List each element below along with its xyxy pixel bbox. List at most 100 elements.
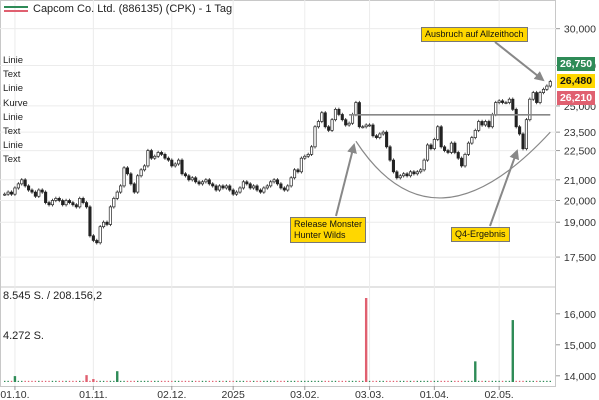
volume-bar — [529, 380, 531, 382]
legend-item[interactable]: Text — [3, 126, 21, 138]
candle-body — [296, 169, 300, 173]
volume-bar — [235, 380, 238, 382]
candle-body — [54, 198, 58, 201]
volume-bar — [437, 380, 439, 382]
candle-body — [361, 126, 365, 129]
candle-body — [306, 154, 310, 157]
candle-body — [108, 206, 112, 225]
candle-body — [105, 221, 109, 225]
candle-body — [405, 173, 409, 177]
candle-body — [333, 108, 338, 121]
candle-body — [327, 126, 331, 131]
candle-body — [436, 126, 440, 140]
legend-item[interactable]: Text — [3, 154, 21, 166]
candle-body — [156, 152, 160, 157]
volume-bar — [433, 380, 436, 382]
volume-bar — [426, 380, 429, 382]
annotation-q4[interactable]: Q4-Ergebnis — [451, 227, 510, 242]
volume-bar — [133, 380, 135, 382]
candle-body — [419, 169, 423, 173]
candle-body — [340, 114, 344, 121]
legend-item[interactable]: Linie — [3, 83, 24, 95]
candle-body — [170, 159, 174, 167]
price-tag-last: 26,480 — [557, 74, 595, 88]
candle-body — [446, 150, 450, 153]
candle-body — [378, 133, 382, 138]
candle-body — [316, 121, 320, 128]
volume-bar — [402, 380, 405, 382]
volume-bar — [85, 375, 88, 382]
annotation-monster-hunter[interactable]: Release Monster Hunter Wilds — [290, 217, 367, 243]
volume-bar — [160, 380, 163, 382]
volume-bar — [522, 380, 524, 382]
candle-body — [3, 193, 7, 196]
candle-body — [30, 189, 34, 193]
volume-bar — [263, 380, 265, 382]
annotation-line: Hunter Wilds — [294, 230, 346, 240]
volume-bar — [167, 380, 170, 382]
chart-frame — [0, 0, 556, 387]
volume-bar — [140, 380, 142, 382]
annotation-ath[interactable]: Ausbruch auf Allzeithoch — [421, 27, 528, 42]
legend-item[interactable]: Text — [3, 69, 21, 81]
volume-bar — [307, 380, 309, 382]
candle-body — [84, 202, 89, 208]
candle-body — [37, 189, 41, 197]
x-tick-label: 01.04. — [420, 389, 449, 400]
volume-bar — [481, 380, 483, 382]
candle-body — [16, 183, 20, 189]
volume-bar — [443, 380, 446, 382]
annotation-line: Release Monster — [294, 219, 363, 229]
candle-body — [504, 102, 508, 104]
volume-bar — [164, 380, 166, 382]
volume-bar — [314, 380, 316, 382]
candle-body — [415, 171, 419, 175]
volume-bar — [136, 380, 139, 382]
candle-body — [6, 191, 10, 195]
candle-body — [115, 191, 119, 199]
x-tick-label: 02.12. — [157, 389, 186, 400]
volume-bar — [61, 380, 64, 382]
volume-bar — [515, 380, 517, 382]
candle-body — [122, 167, 126, 187]
candle-body — [125, 167, 130, 175]
volume-bar — [232, 380, 234, 382]
volume-bar — [215, 380, 217, 382]
volume-bar — [341, 380, 343, 382]
candle-body — [200, 181, 205, 185]
candle-body — [483, 121, 488, 126]
candle-body — [132, 183, 136, 193]
x-tick-label: 01.11. — [79, 389, 107, 400]
candle-body — [364, 124, 368, 128]
volume-bar — [48, 380, 50, 382]
volume-bar — [38, 380, 40, 382]
candle-body — [235, 191, 239, 195]
legend-item[interactable]: Linie — [3, 55, 24, 66]
candle-body — [166, 157, 170, 161]
candle-body — [463, 154, 467, 167]
volume-bar — [505, 380, 507, 382]
volume-bar — [399, 380, 401, 382]
drawing-legend: Linie Text Linie Kurve Linie Text Linie … — [3, 54, 28, 168]
legend-item[interactable]: Kurve — [3, 97, 28, 109]
candle-body — [381, 131, 385, 135]
candle-body — [95, 240, 99, 244]
volume-bar — [239, 380, 241, 382]
candle-body — [57, 198, 61, 201]
candle-body — [149, 150, 153, 159]
legend-item[interactable]: Linie — [3, 140, 24, 152]
volume-bar — [154, 380, 156, 382]
candle-body — [282, 187, 286, 191]
arrow-monster-hunter — [335, 143, 357, 217]
candle-body — [160, 152, 164, 155]
volume-bar — [413, 380, 415, 382]
volume-bar — [440, 380, 442, 382]
volume-bar — [198, 380, 200, 382]
candle-body — [139, 169, 143, 177]
legend-item[interactable]: Linie — [3, 111, 24, 123]
volume-mid-label: 4.272 S. — [3, 330, 44, 342]
volume-bar — [297, 380, 299, 382]
volume-bar — [293, 380, 296, 382]
volume-bar — [212, 380, 214, 382]
volume-tick-label: 14,000 — [564, 371, 596, 383]
